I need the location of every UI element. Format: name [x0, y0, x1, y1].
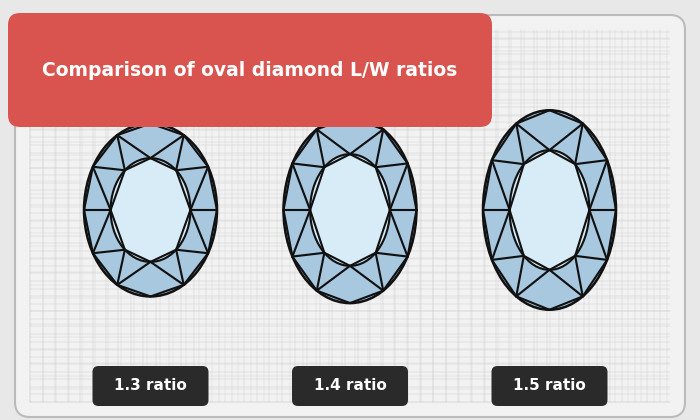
FancyBboxPatch shape [292, 366, 408, 406]
Ellipse shape [310, 154, 390, 266]
FancyBboxPatch shape [491, 366, 608, 406]
Text: 1.5 ratio: 1.5 ratio [513, 378, 586, 394]
FancyBboxPatch shape [92, 366, 209, 406]
FancyBboxPatch shape [8, 13, 492, 127]
Text: 1.4 ratio: 1.4 ratio [314, 378, 386, 394]
Ellipse shape [483, 110, 616, 310]
Ellipse shape [284, 117, 416, 303]
Text: Comparison of oval diamond L/W ratios: Comparison of oval diamond L/W ratios [42, 60, 457, 79]
Ellipse shape [510, 150, 589, 270]
Text: 1.3 ratio: 1.3 ratio [114, 378, 187, 394]
Ellipse shape [84, 123, 217, 297]
Ellipse shape [111, 158, 190, 262]
FancyBboxPatch shape [15, 15, 685, 417]
